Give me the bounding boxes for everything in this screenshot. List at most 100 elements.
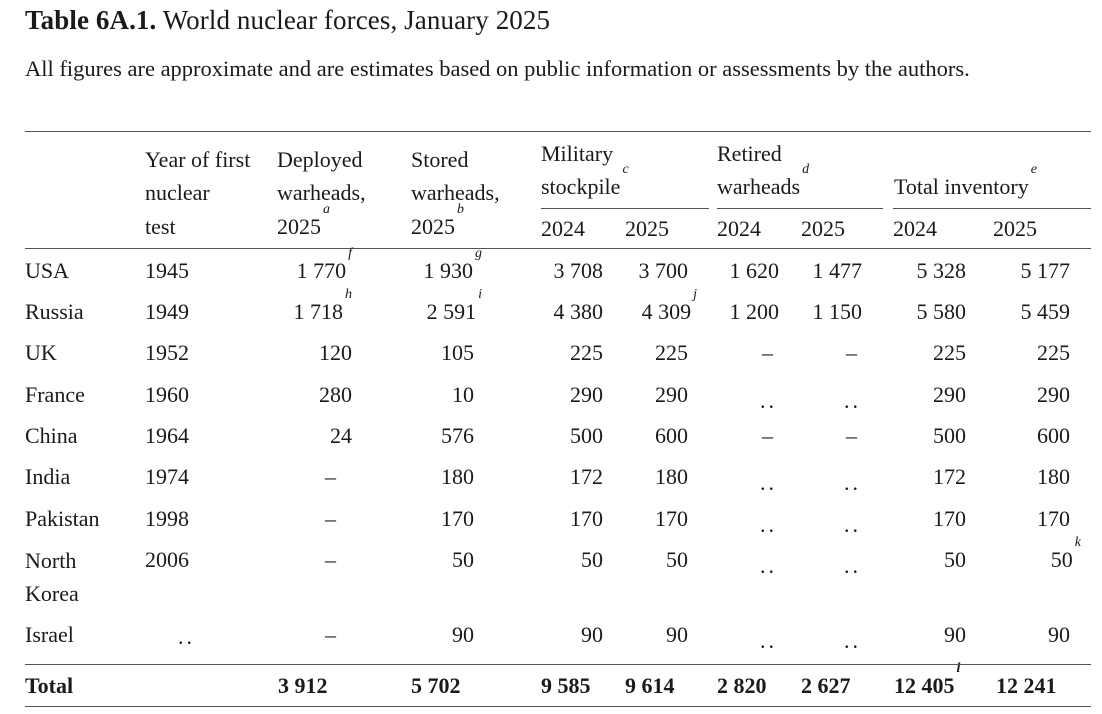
row-year: 1960 xyxy=(145,382,189,408)
row-deployed: – xyxy=(325,506,336,532)
row-total-2025-text: 5 459 xyxy=(1020,299,1071,324)
row-deployed: 120 xyxy=(319,340,352,366)
row-retired-2025: .. xyxy=(844,388,861,414)
total-stored: 5 702 xyxy=(411,673,461,699)
total-top-rule xyxy=(25,664,1091,665)
row-retired-2024: .. xyxy=(760,553,777,579)
row-total-2024: 290 xyxy=(933,382,966,408)
row-military-2024-text: 225 xyxy=(570,340,603,365)
header-retired-text: Retired xyxy=(717,141,782,166)
header-stored: 2025b xyxy=(411,203,464,240)
row-deployed: 1 718h xyxy=(293,288,353,325)
row-total-2024-text: 50 xyxy=(944,547,966,572)
header-year-first-test: test xyxy=(145,214,176,240)
total-group-rule xyxy=(893,208,1091,209)
row-country-text: UK xyxy=(25,340,57,365)
row-total-2024-text: 5 580 xyxy=(916,299,967,324)
row-retired-2024: .. xyxy=(760,628,777,654)
row-stored-text: 50 xyxy=(452,547,474,572)
row-total-2025: 5 177 xyxy=(1021,258,1071,284)
row-retired-2025: 1 477 xyxy=(813,258,863,284)
row-retired-2024-text: .. xyxy=(760,470,777,495)
row-deployed-text: 280 xyxy=(319,382,352,407)
row-military-2025: 90 xyxy=(666,622,688,648)
total-inventory-2025: 12 241 xyxy=(996,673,1057,699)
row-year-text: 1949 xyxy=(145,299,189,324)
row-total-2024-text: 500 xyxy=(933,423,966,448)
row-deployed-text: 1 718 xyxy=(293,299,344,324)
row-military-2024: 4 380 xyxy=(554,299,604,325)
row-retired-2025-text: 1 477 xyxy=(812,258,863,283)
row-country-text: Russia xyxy=(25,299,84,324)
row-retired-2024-text: .. xyxy=(760,512,777,537)
row-total-2025-text: 90 xyxy=(1048,622,1070,647)
row-total-2024: 170 xyxy=(933,506,966,532)
header-stored-text: 2025 xyxy=(411,214,455,239)
row-deployed: 24 xyxy=(330,423,352,449)
row-year: 1945 xyxy=(145,258,189,284)
row-year-text: 1974 xyxy=(145,464,189,489)
row-total-2025-text: 290 xyxy=(1037,382,1070,407)
row-military-2024: 3 708 xyxy=(554,258,604,284)
row-total-2024-text: 225 xyxy=(933,340,966,365)
row-year-text: 2006 xyxy=(145,547,189,572)
row-retired-2024: .. xyxy=(760,388,777,414)
row-retired-2025-text: – xyxy=(846,340,857,365)
row-deployed: – xyxy=(325,622,336,648)
total-retired-2024-text: 2 820 xyxy=(717,673,767,698)
row-military-2024-text: 90 xyxy=(581,622,603,647)
footnote-marker: e xyxy=(1030,162,1037,177)
row-total-2024-text: 5 328 xyxy=(916,258,967,283)
row-country: China xyxy=(25,423,78,449)
footnote-marker: b xyxy=(457,202,464,217)
row-country: Pakistan xyxy=(25,506,100,532)
row-military-2024: 500 xyxy=(570,423,603,449)
row-deployed: 280 xyxy=(319,382,352,408)
row-country-text: China xyxy=(25,423,78,448)
header-deployed-text: warheads, xyxy=(277,180,366,205)
header-total-2024-text: 2024 xyxy=(893,216,937,241)
row-country: France xyxy=(25,382,85,408)
row-total-2025-text: 600 xyxy=(1037,423,1070,448)
header-year-first-test: Year of first xyxy=(145,147,250,173)
row-year-text: .. xyxy=(178,624,195,649)
row-retired-2025-text: .. xyxy=(844,388,861,413)
row-military-2025: 225 xyxy=(655,340,688,366)
row-deployed: 1 770f xyxy=(296,247,352,284)
row-deployed-text: 1 770 xyxy=(296,258,347,283)
row-total-2024: 225 xyxy=(933,340,966,366)
row-military-2025: 290 xyxy=(655,382,688,408)
row-military-2024-text: 172 xyxy=(570,464,603,489)
row-military-2024: 50 xyxy=(581,547,603,573)
top-rule xyxy=(25,131,1091,132)
total-deployed-text: 3 912 xyxy=(278,673,328,698)
header-deployed: Deployed xyxy=(277,147,363,173)
row-year: .. xyxy=(178,624,195,650)
header-military: stockpilec xyxy=(541,163,629,200)
header-deployed: warheads, xyxy=(277,180,366,206)
row-retired-2024: – xyxy=(762,423,773,449)
row-military-2024: 225 xyxy=(570,340,603,366)
table-description: All figures are approximate and are esti… xyxy=(25,56,970,81)
row-total-2024-text: 90 xyxy=(944,622,966,647)
bottom-rule xyxy=(25,706,1091,707)
row-total-2025: 180 xyxy=(1037,464,1070,490)
row-deployed-text: 24 xyxy=(330,423,352,448)
row-year-text: 1952 xyxy=(145,340,189,365)
table-title: Table 6A.1. World nuclear forces, Januar… xyxy=(25,5,550,36)
total-stored-text: 5 702 xyxy=(411,673,461,698)
total-inventory-2025-text: 12 241 xyxy=(996,673,1057,698)
header-total-inventory: Total inventorye xyxy=(894,163,1037,200)
row-military-2025: 600 xyxy=(655,423,688,449)
header-total-2024: 2024 xyxy=(893,216,937,242)
total-inventory-2024: 12 405l xyxy=(894,662,960,699)
row-military-2025-text: 3 700 xyxy=(638,258,689,283)
header-military-2024: 2024 xyxy=(541,216,585,242)
row-stored: 10 xyxy=(452,382,474,408)
row-total-2024: 5 328 xyxy=(917,258,967,284)
row-stored: 105 xyxy=(441,340,474,366)
row-year: 1964 xyxy=(145,423,189,449)
row-total-2025: 225 xyxy=(1037,340,1070,366)
row-total-2025: 170 xyxy=(1037,506,1070,532)
row-retired-2025-text: 1 150 xyxy=(812,299,863,324)
